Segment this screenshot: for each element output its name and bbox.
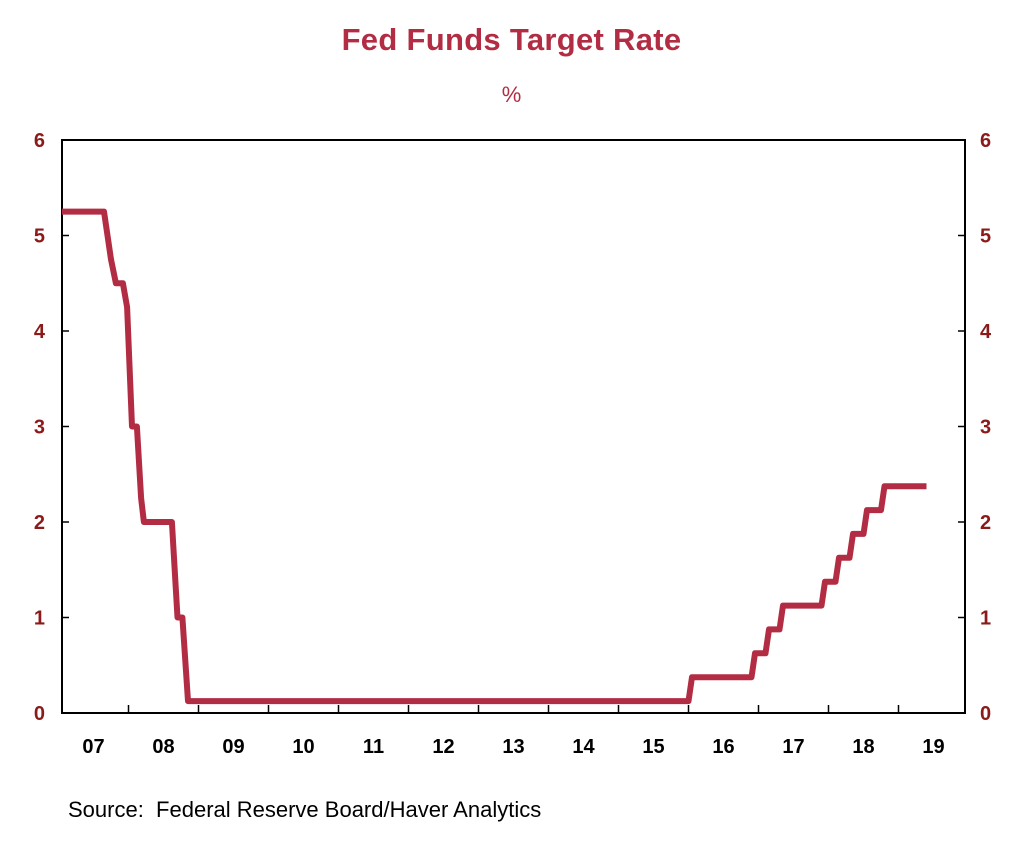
x-tick-label: 10 bbox=[292, 736, 314, 758]
x-tick-label: 14 bbox=[572, 736, 595, 758]
y-tick-label-right: 2 bbox=[980, 512, 991, 534]
source-note: Source: Federal Reserve Board/Haver Anal… bbox=[68, 797, 542, 822]
x-tick-label: 11 bbox=[363, 736, 384, 758]
x-tick-label: 12 bbox=[432, 736, 454, 758]
y-tick-label-right: 1 bbox=[980, 608, 991, 630]
y-tick-label-right: 4 bbox=[980, 321, 992, 343]
chart-subtitle: % bbox=[501, 82, 522, 107]
x-tick-label: 13 bbox=[502, 736, 524, 758]
y-tick-label-left: 4 bbox=[34, 321, 46, 343]
chart-area: 0 01 12 23 34 45 56 607 08 09 10 11 12 13 14 15 16 17 18 19 bbox=[34, 130, 992, 758]
x-tick-label: 07 bbox=[82, 736, 104, 758]
x-tick-label: 15 bbox=[642, 736, 664, 758]
x-tick-label: 17 bbox=[782, 736, 804, 758]
y-tick-label-left: 2 bbox=[34, 512, 45, 534]
y-tick-label-right: 5 bbox=[980, 226, 991, 248]
x-tick-label: 18 bbox=[852, 736, 874, 758]
y-tick-label-left: 5 bbox=[34, 226, 45, 248]
y-tick-label-left: 6 bbox=[34, 130, 45, 152]
x-tick-label: 09 bbox=[222, 736, 244, 758]
y-tick-label-left: 3 bbox=[34, 417, 45, 439]
y-tick-label-left: 0 bbox=[34, 703, 45, 725]
x-tick-label: 19 bbox=[922, 736, 944, 758]
y-tick-label-right: 6 bbox=[980, 130, 991, 152]
series-line-fed-funds-rate bbox=[62, 208, 927, 705]
plot-frame bbox=[61, 139, 966, 714]
y-tick-label-left: 1 bbox=[34, 608, 45, 630]
x-tick-label: 16 bbox=[712, 736, 734, 758]
y-tick-label-right: 0 bbox=[980, 703, 991, 725]
chart-title: Fed Funds Target Rate bbox=[341, 22, 682, 57]
y-tick-label-right: 3 bbox=[980, 417, 991, 439]
x-tick-label: 08 bbox=[152, 736, 174, 758]
